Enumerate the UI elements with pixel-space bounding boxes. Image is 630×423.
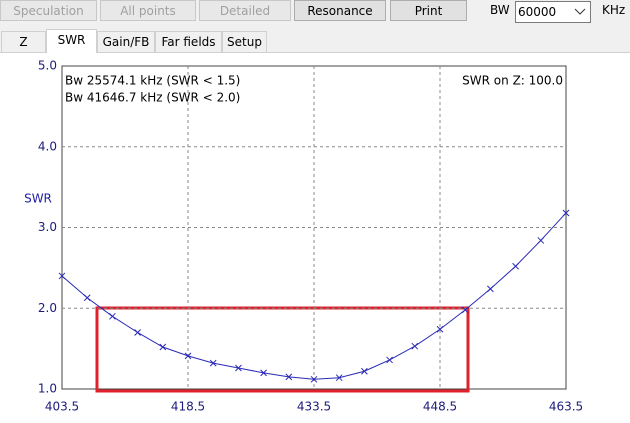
y-tick-label: 2.0: [38, 301, 57, 315]
toolbar-button[interactable]: Print: [390, 0, 467, 21]
data-point: [386, 356, 393, 364]
data-point: [310, 375, 318, 383]
y-tick-label: 4.0: [38, 139, 57, 153]
toolbar-button: Detailed: [199, 0, 291, 21]
toolbar-button[interactable]: Resonance: [294, 0, 386, 21]
tab[interactable]: Setup: [222, 31, 267, 52]
x-tick-label: 463.5: [549, 400, 583, 414]
y-tick-label: 1.0: [38, 382, 57, 396]
data-point: [260, 369, 267, 377]
tab[interactable]: Gain/FB: [97, 31, 155, 52]
x-tick-label: 433.5: [297, 400, 331, 414]
data-point: [285, 373, 293, 381]
annotation: Bw 41646.7 kHz (SWR < 2.0): [65, 91, 240, 105]
x-tick-label: 403.5: [45, 400, 79, 414]
data-point: [109, 312, 116, 320]
data-point: [537, 237, 545, 244]
data-point: [134, 329, 141, 336]
data-point: [235, 364, 242, 372]
y-axis-label: SWR: [24, 192, 52, 206]
data-point: [361, 367, 368, 375]
data-point: [83, 294, 91, 302]
data-point: [58, 272, 66, 280]
data-point: [184, 352, 192, 360]
x-tick-label: 448.5: [423, 400, 457, 414]
annotation: SWR on Z: 100.0: [462, 74, 563, 88]
bw-value: 60000: [518, 5, 557, 19]
toolbar-button: All points: [100, 0, 196, 21]
data-point: [487, 285, 494, 293]
bw-select[interactable]: 60000: [515, 1, 591, 23]
bw-label: BW: [490, 3, 510, 17]
annotation: Bw 25574.1 kHz (SWR < 1.5): [65, 74, 240, 88]
toolbar-button: Speculation: [0, 0, 97, 21]
bw-unit: KHz: [602, 3, 626, 17]
chart: 1.0 2.0 3.0 4.0 5.0 403.5 418.5 433.5 448.5 463.5…: [24, 59, 583, 414]
x-tick-label: 418.5: [171, 400, 205, 414]
data-point: [461, 306, 469, 314]
data-point: [436, 325, 444, 333]
data-point: [411, 342, 419, 350]
data-point: [562, 209, 570, 217]
data-point: [512, 262, 519, 270]
y-tick-label: 3.0: [38, 220, 57, 234]
tab[interactable]: SWR: [46, 29, 97, 53]
tab[interactable]: Far fields: [155, 31, 222, 52]
tab[interactable]: Z: [1, 31, 46, 52]
data-point: [159, 343, 167, 351]
dropdown-arrow: [574, 8, 586, 15]
highlight-box: [95, 306, 470, 393]
y-tick-label: 5.0: [38, 59, 57, 73]
data-point: [335, 374, 343, 382]
data-point: [209, 359, 217, 367]
